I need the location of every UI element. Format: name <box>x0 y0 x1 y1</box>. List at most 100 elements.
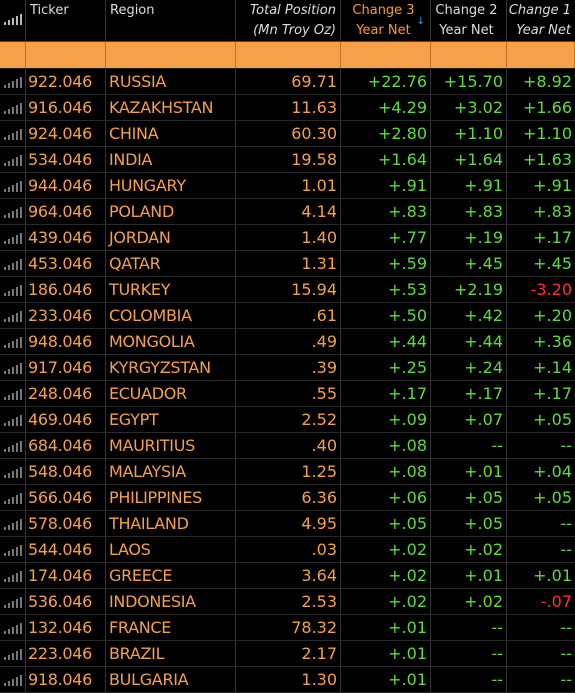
change-2-year-cell: +.02 <box>431 589 507 614</box>
region-cell[interactable]: FRANCE <box>106 615 236 640</box>
signal-bars-icon <box>4 102 22 114</box>
ticker-cell[interactable]: 578.046 <box>26 511 106 536</box>
ticker-cell[interactable]: 534.046 <box>26 147 106 172</box>
table-row[interactable]: 566.046 PHILIPPINES 6.36 +.06 +.05 +.05 <box>0 485 575 511</box>
region-cell[interactable]: RUSSIA <box>106 69 236 94</box>
filter-region[interactable] <box>106 42 236 68</box>
ticker-cell[interactable]: 566.046 <box>26 485 106 510</box>
table-row[interactable]: 964.046 POLAND 4.14 +.83 +.83 +.83 <box>0 199 575 225</box>
header-change-3-year[interactable]: Change 3 Year Net ↓ <box>341 0 431 41</box>
region-cell[interactable]: INDIA <box>106 147 236 172</box>
region-cell[interactable]: INDONESIA <box>106 589 236 614</box>
region-cell[interactable]: GREECE <box>106 563 236 588</box>
table-row[interactable]: 916.046 KAZAKHSTAN 11.63 +4.29 +3.02 +1.66 <box>0 95 575 121</box>
region-cell[interactable]: JORDAN <box>106 225 236 250</box>
change-3-year-cell: +.77 <box>341 225 431 250</box>
ticker-cell[interactable]: 922.046 <box>26 69 106 94</box>
row-signal-cell <box>0 173 26 198</box>
header-total-position[interactable]: Total Position (Mn Troy Oz) <box>236 0 341 41</box>
region-cell[interactable]: POLAND <box>106 199 236 224</box>
change-2-year-cell: -- <box>431 433 507 458</box>
table-row[interactable]: 174.046 GREECE 3.64 +.02 +.01 +.01 <box>0 563 575 589</box>
region-cell[interactable]: CHINA <box>106 121 236 146</box>
change-1-year-cell: +8.92 <box>522 72 572 91</box>
table-row[interactable]: 918.046 BULGARIA 1.30 +.01 -- -- <box>0 667 575 693</box>
ticker-cell[interactable]: 132.046 <box>26 615 106 640</box>
ticker-cell[interactable]: 186.046 <box>26 277 106 302</box>
ticker-cell[interactable]: 469.046 <box>26 407 106 432</box>
ticker-cell[interactable]: 536.046 <box>26 589 106 614</box>
filter-change-1[interactable] <box>507 42 575 68</box>
table-row[interactable]: 578.046 THAILAND 4.95 +.05 +.05 -- <box>0 511 575 537</box>
ticker-cell[interactable]: 944.046 <box>26 173 106 198</box>
header-change-1-year[interactable]: Change 1 Year Net <box>507 0 575 41</box>
table-row[interactable]: 439.046 JORDAN 1.40 +.77 +.19 +.17 <box>0 225 575 251</box>
region-cell[interactable]: PHILIPPINES <box>106 485 236 510</box>
region-cell[interactable]: KYRGYZSTAN <box>106 355 236 380</box>
ticker-cell[interactable]: 924.046 <box>26 121 106 146</box>
ticker-cell[interactable]: 964.046 <box>26 199 106 224</box>
filter-change-3[interactable] <box>341 42 431 68</box>
row-signal-cell <box>0 641 26 666</box>
ticker-cell[interactable]: 453.046 <box>26 251 106 276</box>
region-cell[interactable]: KAZAKHSTAN <box>106 95 236 120</box>
table-row[interactable]: 132.046 FRANCE 78.32 +.01 -- -- <box>0 615 575 641</box>
signal-bars-icon <box>4 622 22 634</box>
region-cell[interactable]: HUNGARY <box>106 173 236 198</box>
region-cell[interactable]: ECUADOR <box>106 381 236 406</box>
filter-total-position[interactable] <box>236 42 341 68</box>
change-1-year-cell: +.45 <box>533 254 572 273</box>
region-cell[interactable]: QATAR <box>106 251 236 276</box>
table-row[interactable]: 186.046 TURKEY 15.94 +.53 +2.19 -3.20 <box>0 277 575 303</box>
ticker-cell[interactable]: 917.046 <box>26 355 106 380</box>
header-c1-line1: Change 1 <box>508 3 571 18</box>
region-cell[interactable]: LAOS <box>106 537 236 562</box>
header-ticker[interactable]: Ticker <box>26 0 106 41</box>
table-row[interactable]: 248.046 ECUADOR .55 +.17 +.17 +.17 <box>0 381 575 407</box>
table-row[interactable]: 948.046 MONGOLIA .49 +.44 +.44 +.36 <box>0 329 575 355</box>
table-row[interactable]: 223.046 BRAZIL 2.17 +.01 -- -- <box>0 641 575 667</box>
header-c1-line2: Year Net <box>516 23 571 38</box>
ticker-cell[interactable]: 174.046 <box>26 563 106 588</box>
ticker-cell[interactable]: 223.046 <box>26 641 106 666</box>
table-row[interactable]: 453.046 QATAR 1.31 +.59 +.45 +.45 <box>0 251 575 277</box>
change-3-year-cell: +2.80 <box>341 121 431 146</box>
change-3-year-cell: +.17 <box>341 381 431 406</box>
signal-bars-icon <box>4 258 22 270</box>
table-row[interactable]: 548.046 MALAYSIA 1.25 +.08 +.01 +.04 <box>0 459 575 485</box>
table-row[interactable]: 924.046 CHINA 60.30 +2.80 +1.10 +1.10 <box>0 121 575 147</box>
filter-change-2[interactable] <box>431 42 507 68</box>
ticker-cell[interactable]: 233.046 <box>26 303 106 328</box>
region-cell[interactable]: THAILAND <box>106 511 236 536</box>
region-cell[interactable]: BRAZIL <box>106 641 236 666</box>
ticker-cell[interactable]: 544.046 <box>26 537 106 562</box>
ticker-cell[interactable]: 684.046 <box>26 433 106 458</box>
region-cell[interactable]: BULGARIA <box>106 667 236 692</box>
ticker-cell[interactable]: 948.046 <box>26 329 106 354</box>
region-cell[interactable]: MAURITIUS <box>106 433 236 458</box>
table-row[interactable]: 917.046 KYRGYZSTAN .39 +.25 +.24 +.14 <box>0 355 575 381</box>
filter-ticker[interactable] <box>26 42 106 68</box>
column-menu-button[interactable] <box>0 0 26 41</box>
region-cell[interactable]: MONGOLIA <box>106 329 236 354</box>
region-cell[interactable]: MALAYSIA <box>106 459 236 484</box>
region-cell[interactable]: COLOMBIA <box>106 303 236 328</box>
table-row[interactable]: 684.046 MAURITIUS .40 +.08 -- -- <box>0 433 575 459</box>
ticker-cell[interactable]: 439.046 <box>26 225 106 250</box>
header-change-2-year[interactable]: Change 2 Year Net <box>431 0 507 41</box>
table-row[interactable]: 922.046 RUSSIA 69.71 +22.76 +15.70 +8.92 <box>0 69 575 95</box>
ticker-cell[interactable]: 918.046 <box>26 667 106 692</box>
table-row[interactable]: 469.046 EGYPT 2.52 +.09 +.07 +.05 <box>0 407 575 433</box>
region-cell[interactable]: EGYPT <box>106 407 236 432</box>
header-region[interactable]: Region <box>106 0 236 41</box>
change-1-year-cell: -- <box>560 618 572 637</box>
table-row[interactable]: 944.046 HUNGARY 1.01 +.91 +.91 +.91 <box>0 173 575 199</box>
ticker-cell[interactable]: 916.046 <box>26 95 106 120</box>
table-row[interactable]: 534.046 INDIA 19.58 +1.64 +1.64 +1.63 <box>0 147 575 173</box>
table-row[interactable]: 233.046 COLOMBIA .61 +.50 +.42 +.20 <box>0 303 575 329</box>
ticker-cell[interactable]: 248.046 <box>26 381 106 406</box>
table-row[interactable]: 536.046 INDONESIA 2.53 +.02 +.02 -.07 <box>0 589 575 615</box>
table-row[interactable]: 544.046 LAOS .03 +.02 +.02 -- <box>0 537 575 563</box>
region-cell[interactable]: TURKEY <box>106 277 236 302</box>
ticker-cell[interactable]: 548.046 <box>26 459 106 484</box>
